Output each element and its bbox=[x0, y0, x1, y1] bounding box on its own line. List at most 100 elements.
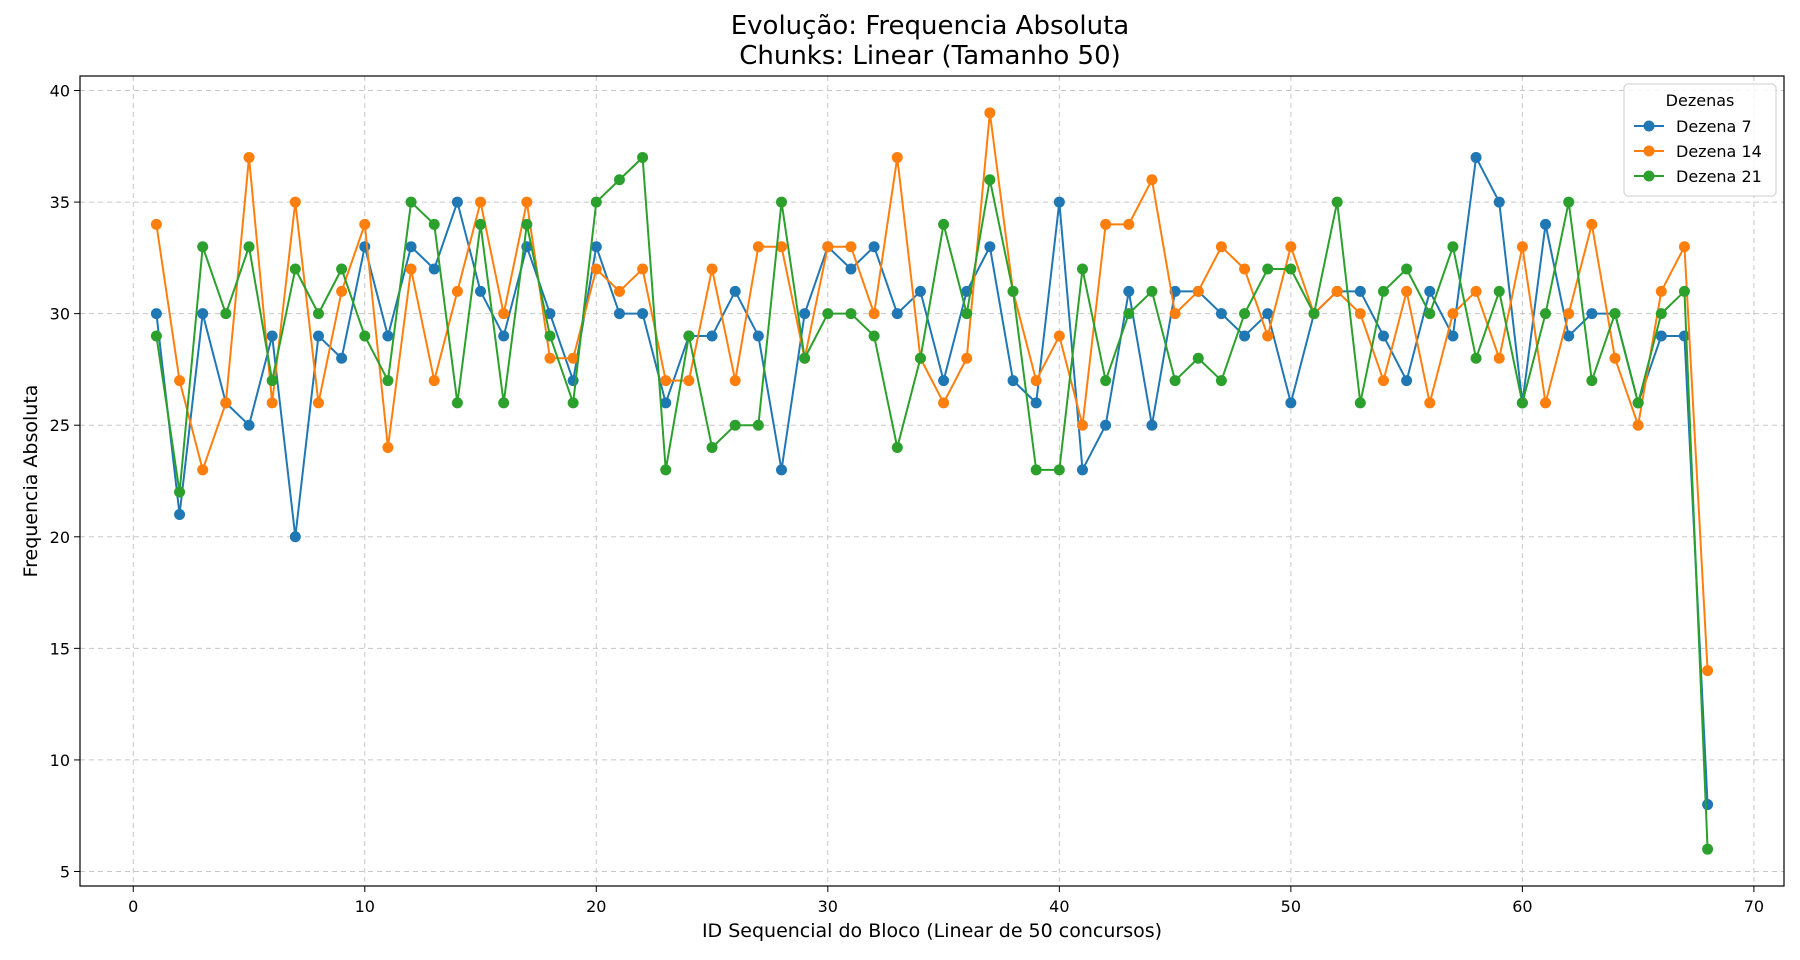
x-tick-label: 70 bbox=[1744, 897, 1764, 916]
series-line bbox=[156, 157, 1707, 849]
data-point bbox=[406, 197, 417, 208]
data-point bbox=[984, 107, 995, 118]
data-point bbox=[359, 330, 370, 341]
data-point bbox=[637, 264, 648, 275]
data-point bbox=[984, 174, 995, 185]
series-3 bbox=[151, 152, 1713, 855]
data-point bbox=[151, 308, 162, 319]
legend-swatch-marker bbox=[1644, 171, 1655, 182]
data-point bbox=[1100, 420, 1111, 431]
data-point bbox=[1702, 799, 1713, 810]
data-point bbox=[1494, 286, 1505, 297]
y-tick-label: 5 bbox=[60, 862, 70, 881]
data-point bbox=[822, 241, 833, 252]
data-point bbox=[845, 308, 856, 319]
y-tick-label: 35 bbox=[50, 193, 70, 212]
data-point bbox=[1077, 420, 1088, 431]
data-point bbox=[267, 330, 278, 341]
data-point bbox=[244, 420, 255, 431]
data-point bbox=[1008, 375, 1019, 386]
chart-subtitle: Chunks: Linear (Tamanho 50) bbox=[739, 41, 1121, 71]
data-point bbox=[220, 308, 231, 319]
data-point bbox=[1077, 464, 1088, 475]
data-point bbox=[915, 286, 926, 297]
data-point bbox=[475, 219, 486, 230]
data-point bbox=[1146, 286, 1157, 297]
data-point bbox=[1702, 665, 1713, 676]
data-point bbox=[1424, 397, 1435, 408]
legend: Dezenas Dezena 7Dezena 14Dezena 21 bbox=[1624, 84, 1776, 196]
data-point bbox=[452, 286, 463, 297]
data-point bbox=[429, 219, 440, 230]
data-point bbox=[961, 308, 972, 319]
data-point bbox=[614, 174, 625, 185]
data-point bbox=[1633, 420, 1644, 431]
data-point bbox=[1702, 844, 1713, 855]
data-point bbox=[197, 308, 208, 319]
data-point bbox=[1355, 308, 1366, 319]
x-tick-label: 10 bbox=[355, 897, 375, 916]
data-point bbox=[244, 152, 255, 163]
data-point bbox=[822, 308, 833, 319]
data-point bbox=[568, 397, 579, 408]
data-point bbox=[1447, 241, 1458, 252]
x-tick-label: 60 bbox=[1512, 897, 1532, 916]
data-point bbox=[1193, 286, 1204, 297]
data-point bbox=[776, 197, 787, 208]
data-point bbox=[1401, 375, 1412, 386]
grid bbox=[80, 76, 1784, 886]
data-point bbox=[892, 442, 903, 453]
data-point bbox=[313, 397, 324, 408]
legend-title: Dezenas bbox=[1666, 91, 1735, 110]
data-point bbox=[1494, 197, 1505, 208]
data-point bbox=[290, 531, 301, 542]
series-2 bbox=[151, 107, 1713, 676]
data-point bbox=[869, 308, 880, 319]
data-point bbox=[1609, 308, 1620, 319]
series-line bbox=[156, 157, 1707, 804]
data-point bbox=[591, 197, 602, 208]
data-point bbox=[313, 330, 324, 341]
data-point bbox=[151, 219, 162, 230]
data-point bbox=[1401, 264, 1412, 275]
data-point bbox=[1216, 308, 1227, 319]
data-point bbox=[707, 330, 718, 341]
data-point bbox=[1609, 353, 1620, 364]
data-point bbox=[475, 197, 486, 208]
data-point bbox=[845, 264, 856, 275]
data-point bbox=[1216, 375, 1227, 386]
data-point bbox=[1100, 375, 1111, 386]
data-point bbox=[1239, 330, 1250, 341]
y-tick-label: 25 bbox=[50, 416, 70, 435]
data-point bbox=[174, 509, 185, 520]
data-point bbox=[683, 375, 694, 386]
data-point bbox=[938, 397, 949, 408]
data-point bbox=[521, 197, 532, 208]
data-point bbox=[869, 241, 880, 252]
data-point bbox=[197, 241, 208, 252]
legend-item-label: Dezena 21 bbox=[1676, 167, 1762, 186]
data-point bbox=[521, 219, 532, 230]
data-point bbox=[1378, 286, 1389, 297]
data-point bbox=[1401, 286, 1412, 297]
data-point bbox=[799, 353, 810, 364]
x-tick-label: 30 bbox=[818, 897, 838, 916]
data-point bbox=[1494, 353, 1505, 364]
data-point bbox=[336, 264, 347, 275]
data-point bbox=[498, 330, 509, 341]
data-point bbox=[197, 464, 208, 475]
data-point bbox=[1262, 330, 1273, 341]
y-tick-label: 20 bbox=[50, 528, 70, 547]
data-point bbox=[1332, 286, 1343, 297]
data-point bbox=[683, 330, 694, 341]
data-point bbox=[637, 152, 648, 163]
data-point bbox=[984, 241, 995, 252]
data-point bbox=[1424, 286, 1435, 297]
data-point bbox=[544, 353, 555, 364]
data-point bbox=[290, 264, 301, 275]
data-point bbox=[1563, 308, 1574, 319]
data-point bbox=[1471, 286, 1482, 297]
data-point bbox=[1239, 264, 1250, 275]
axis-ticks: 0 10 20 30 40 50 60 70 5 10 15 20 25 30 35 40 bbox=[50, 82, 1764, 916]
